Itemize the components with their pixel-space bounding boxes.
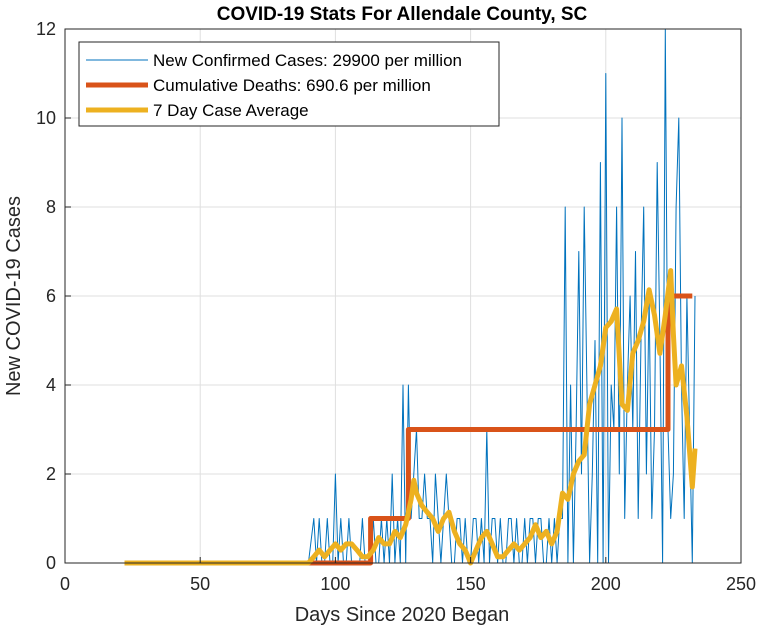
y-tick-label: 4 [46, 375, 56, 395]
y-tick-label: 6 [46, 286, 56, 306]
y-tick-label: 12 [36, 19, 56, 39]
legend-box [78, 41, 500, 127]
x-tick-label: 0 [60, 574, 70, 594]
y-axis-label: New COVID-19 Cases [3, 196, 25, 396]
x-tick-label: 150 [456, 574, 486, 594]
x-tick-label: 50 [190, 574, 210, 594]
y-tick-label: 0 [46, 553, 56, 573]
seven-day-average-line [124, 268, 698, 566]
chart-title: COVID-19 Stats For Allendale County, SC [217, 4, 588, 25]
x-tick-label: 100 [320, 574, 350, 594]
y-tick-label: 8 [46, 197, 56, 217]
y-tick-label: 2 [46, 464, 56, 484]
y-tick-label: 10 [36, 108, 56, 128]
legend-label-new-cases: New Confirmed Cases: 29900 per million [153, 51, 462, 70]
x-axis-label: Days Since 2020 Began [295, 604, 510, 626]
axis-ticks: 0 50 100 150 200 250 0 2 4 6 8 10 12 [36, 19, 756, 594]
x-tick-label: 250 [726, 574, 756, 594]
legend-label-cumulative-deaths: Cumulative Deaths: 690.6 per million [153, 76, 431, 95]
x-tick-label: 200 [591, 574, 621, 594]
legend: New Confirmed Cases: 29900 per million C… [78, 41, 500, 127]
legend-label-7-day-average: 7 Day Case Average [153, 101, 309, 120]
